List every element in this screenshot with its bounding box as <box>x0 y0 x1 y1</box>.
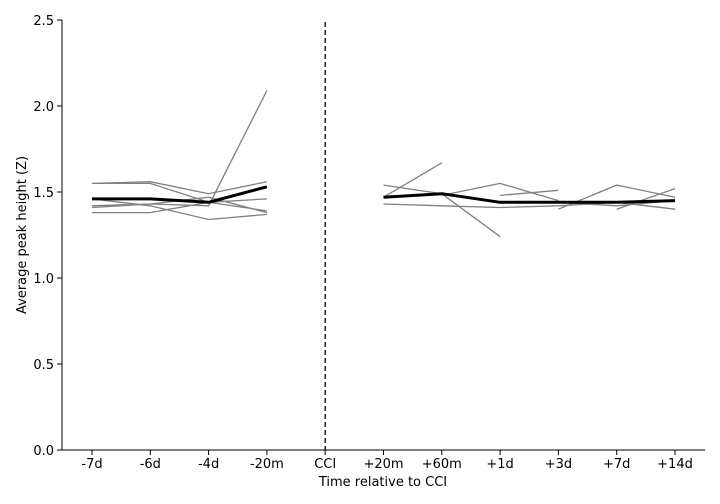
individual-line <box>91 198 267 221</box>
x-tick-label: -4d <box>198 457 219 472</box>
x-tick-label: +20m <box>363 457 403 472</box>
x-tick-label: CCI <box>314 457 336 472</box>
x-tick-label: +1d <box>486 457 513 472</box>
x-tick-label: +3d <box>545 457 572 472</box>
y-tick-label: 1.5 <box>33 186 54 201</box>
individual-line <box>441 182 559 202</box>
individual-line <box>92 182 267 212</box>
x-axis-title: Time relative to CCI <box>318 475 447 490</box>
x-tick-label: -6d <box>140 457 161 472</box>
individual-line <box>383 162 443 198</box>
x-tick-label: +14d <box>657 457 693 472</box>
individual-line <box>91 90 268 209</box>
mean-line <box>383 192 676 204</box>
individual-line <box>616 187 676 210</box>
y-tick-label: 2.5 <box>33 14 54 29</box>
x-tick-label: +60m <box>422 457 462 472</box>
plot-area: 0.0 0.5 1.0 1.5 2.0 2.5 -7d -6d -4d -20m CCI +20m +… <box>33 14 705 472</box>
x-ticks: -7d -6d -4d -20m CCI +20m +60m +1d +3d +7d +14d <box>81 450 693 472</box>
individual-lines <box>91 90 676 238</box>
y-tick-label: 0.0 <box>33 444 54 459</box>
mean-line <box>92 185 268 204</box>
mean-lines <box>92 185 676 204</box>
x-tick-label: +7d <box>603 457 630 472</box>
individual-line <box>91 181 268 195</box>
individual-line <box>92 198 267 214</box>
y-axis-title: Average peak height (Z) <box>15 156 30 314</box>
individual-line <box>500 189 559 197</box>
y-tick-label: 1.0 <box>33 272 54 287</box>
y-tick-label: 2.0 <box>33 100 54 115</box>
x-tick-label: -7d <box>81 457 102 472</box>
y-tick-label: 0.5 <box>33 358 54 373</box>
x-tick-label: -20m <box>250 457 284 472</box>
y-ticks: 0.0 0.5 1.0 1.5 2.0 2.5 <box>33 14 62 459</box>
